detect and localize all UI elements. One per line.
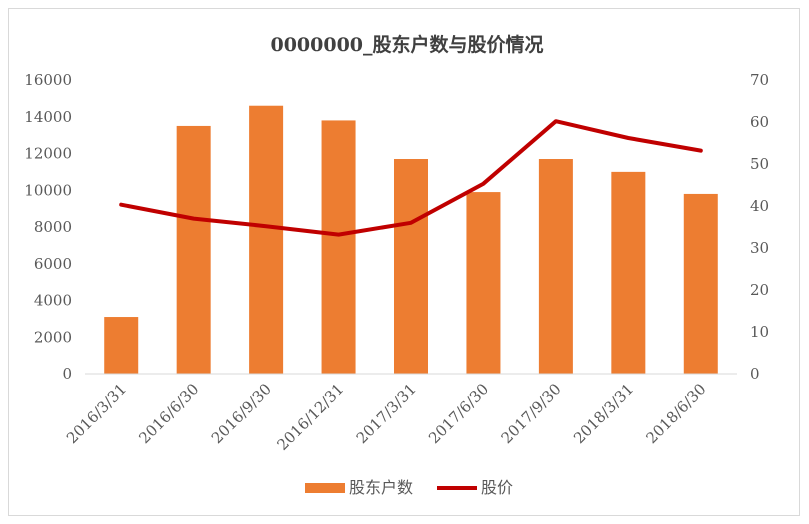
- bar: [321, 120, 356, 374]
- x-tick-label: 2016/12/31: [274, 380, 348, 454]
- x-tick-label: 2016/9/30: [208, 380, 275, 447]
- y-left-tick-label: 12000: [24, 145, 72, 163]
- y-right-tick-label: 40: [750, 197, 769, 215]
- x-tick-label: 2016/3/31: [63, 380, 130, 447]
- legend: 股东户数 股价: [305, 478, 513, 497]
- y-left-tick-label: 4000: [34, 292, 72, 310]
- price-point: [626, 136, 630, 140]
- y-right-tick-label: 60: [750, 113, 769, 131]
- x-tick-label: 2016/6/30: [135, 380, 202, 447]
- y-left-tick-label: 2000: [34, 328, 72, 346]
- y-right-tick-label: 70: [750, 71, 769, 89]
- price-point: [192, 217, 196, 221]
- price-point: [481, 182, 485, 186]
- bar: [394, 159, 428, 374]
- price-point: [554, 119, 558, 123]
- bar: [104, 317, 139, 374]
- y-right-tick-label: 20: [750, 281, 769, 299]
- chart-frame: 0000000_股东户数与股价情况 0 2000 4000 6000 8000 10000…: [8, 8, 800, 516]
- bar: [466, 192, 501, 374]
- legend-label-shareholders: 股东户数: [349, 478, 413, 497]
- bar: [683, 193, 718, 374]
- y-left-tick-label: 14000: [24, 108, 72, 126]
- bar: [538, 159, 573, 374]
- y-right-tick-label: 0: [750, 365, 760, 383]
- y-left-tick-label: 16000: [24, 71, 72, 89]
- y-right-tick-label: 10: [750, 323, 769, 341]
- y-left-tick-label: 8000: [34, 218, 72, 236]
- bar: [611, 171, 646, 374]
- x-tick-label: 2017/3/31: [353, 380, 420, 447]
- price-point: [699, 149, 703, 153]
- x-tick-label: 2017/9/30: [498, 380, 565, 447]
- x-tick-label: 2018/6/30: [642, 380, 709, 447]
- bar: [176, 125, 211, 374]
- chart-title: 0000000_股东户数与股价情况: [270, 33, 543, 56]
- price-point: [409, 221, 413, 225]
- legend-label-price: 股价: [481, 478, 513, 497]
- y-left-tick-label: 0: [62, 365, 72, 383]
- y-right-tick-label: 30: [750, 239, 769, 257]
- price-point: [337, 233, 341, 237]
- x-tick-label: 2017/6/30: [425, 380, 492, 447]
- price-point: [119, 203, 123, 207]
- x-tick-label: 2018/3/31: [570, 380, 637, 447]
- plot-area: 0 2000 4000 6000 8000 10000 12000 14000 16000 0 10…: [24, 71, 769, 454]
- legend-swatch-shareholders: [305, 483, 345, 493]
- combo-chart: 0000000_股东户数与股价情况 0 2000 4000 6000 8000 10000…: [24, 33, 769, 497]
- bar: [249, 105, 284, 374]
- price-point: [264, 224, 268, 228]
- y-left-tick-label: 10000: [24, 181, 72, 199]
- y-right-tick-label: 50: [750, 155, 769, 173]
- y-left-tick-label: 6000: [34, 255, 72, 273]
